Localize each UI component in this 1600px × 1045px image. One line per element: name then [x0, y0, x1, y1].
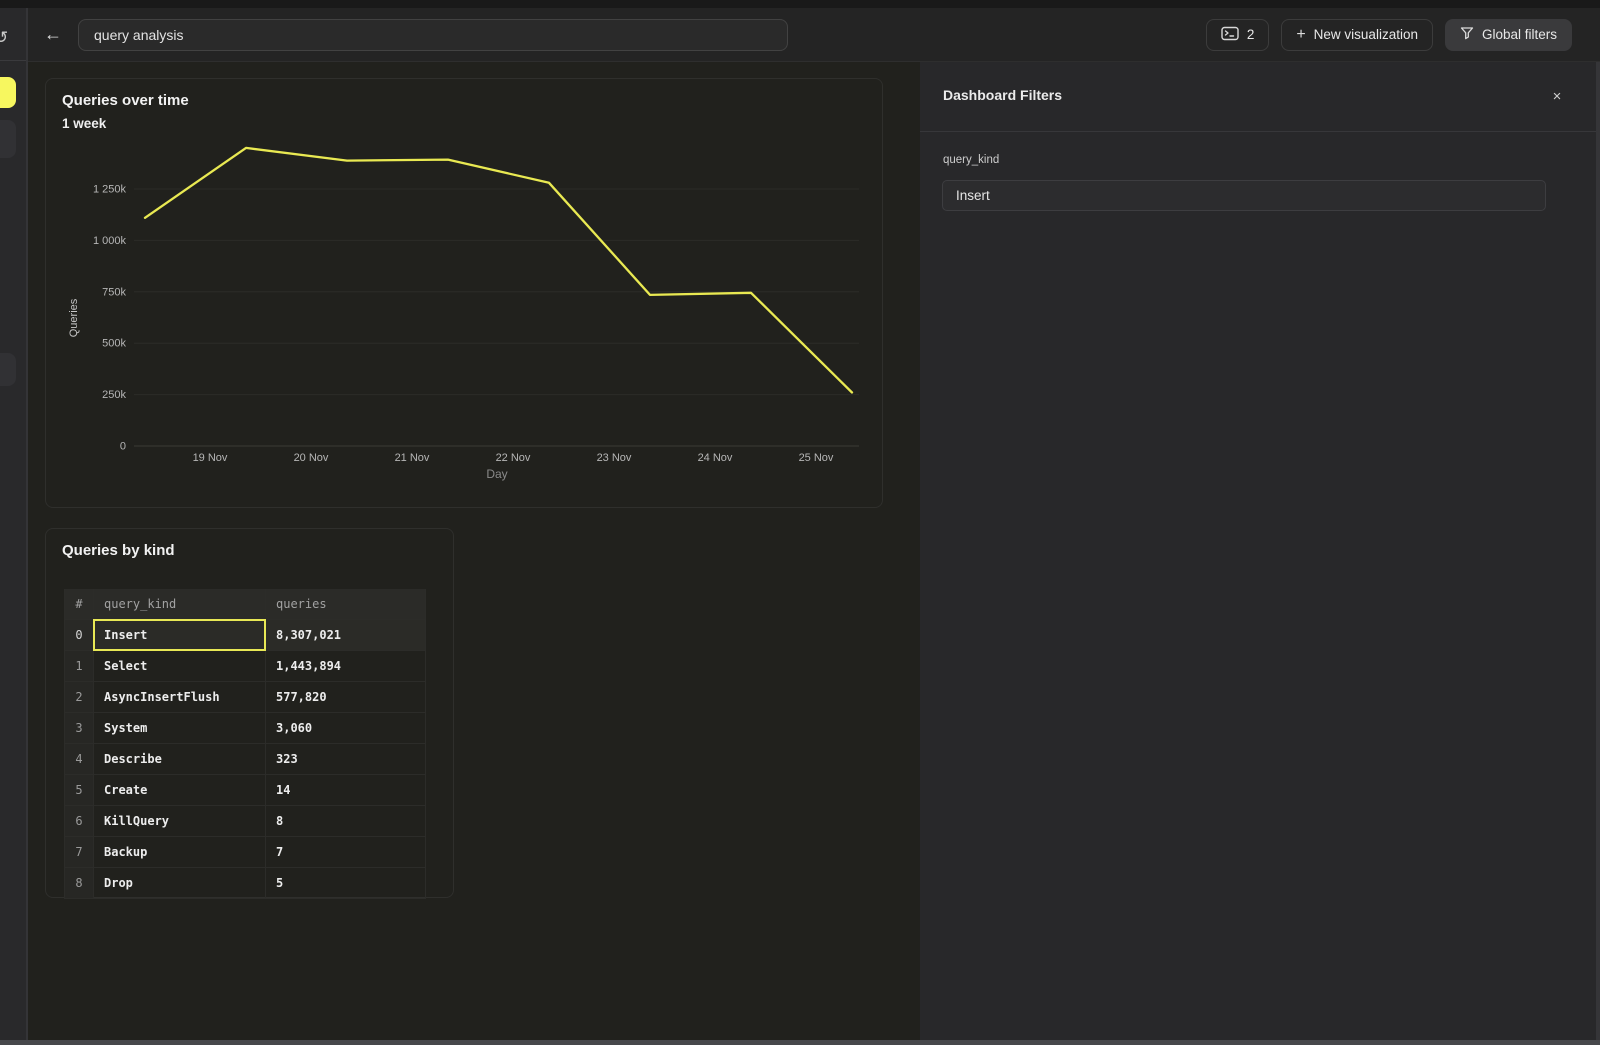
- row-index-cell: 4: [64, 744, 94, 774]
- row-index-cell: 6: [64, 806, 94, 836]
- query-kind-filter-input[interactable]: Insert: [942, 180, 1546, 211]
- sidebar-item-active-dashboard[interactable]: [0, 77, 16, 108]
- x-tick-label: 24 Nov: [698, 452, 733, 464]
- row-index-cell: 7: [64, 837, 94, 867]
- y-axis-title: Queries: [68, 298, 80, 337]
- header-query-kind: query_kind: [94, 589, 266, 619]
- sidebar-item[interactable]: [0, 120, 16, 158]
- table-row: 4Describe323: [64, 744, 426, 775]
- query-kind-cell[interactable]: Insert: [94, 620, 266, 650]
- queries-cell[interactable]: 14: [266, 775, 426, 805]
- plus-icon: +: [1296, 27, 1305, 43]
- queries-cell[interactable]: 8: [266, 806, 426, 836]
- filters-panel-header: Dashboard Filters ×: [920, 62, 1600, 132]
- table-body: 0Insert8,307,0211Select1,443,8942AsyncIn…: [64, 620, 426, 899]
- table-row: 5Create14: [64, 775, 426, 806]
- y-tick-label: 1 250k: [93, 184, 127, 196]
- queries-cell[interactable]: 7: [266, 837, 426, 867]
- queries-cell[interactable]: 8,307,021: [266, 620, 426, 650]
- back-button[interactable]: ←: [40, 22, 66, 48]
- global-filters-label: Global filters: [1482, 27, 1557, 42]
- table-row: 1Select1,443,894: [64, 651, 426, 682]
- table-title: Queries by kind: [62, 542, 175, 559]
- query-kind-cell[interactable]: Select: [94, 651, 266, 681]
- y-tick-label: 250k: [102, 389, 126, 401]
- row-index-cell: 8: [64, 868, 94, 898]
- x-tick-label: 23 Nov: [597, 452, 632, 464]
- mini-sidebar: ↺: [0, 8, 28, 1045]
- y-tick-label: 0: [120, 441, 126, 453]
- dashboard-title-input[interactable]: [78, 19, 788, 51]
- row-index-cell: 1: [64, 651, 94, 681]
- queries-line-chart: 0 250k 500k 750k 1 000k 1 250k 19 Nov 20 Nov 21 …: [46, 79, 882, 507]
- console-count: 2: [1247, 27, 1255, 42]
- query-kind-cell[interactable]: Backup: [94, 837, 266, 867]
- top-bar: ← 2 + New visualization Global: [28, 8, 1600, 62]
- header-queries: queries: [266, 589, 426, 619]
- x-tick-label: 21 Nov: [395, 452, 430, 464]
- query-kind-cell[interactable]: System: [94, 713, 266, 743]
- global-filters-button[interactable]: Global filters: [1445, 19, 1572, 51]
- queries-cell[interactable]: 1,443,894: [266, 651, 426, 681]
- terminal-icon: [1221, 26, 1239, 44]
- query-kind-cell[interactable]: Drop: [94, 868, 266, 898]
- queries-cell[interactable]: 5: [266, 868, 426, 898]
- header-index: #: [64, 589, 94, 619]
- sidebar-item[interactable]: [0, 353, 16, 386]
- row-index-cell: 3: [64, 713, 94, 743]
- window-bottom-edge: [0, 1040, 1600, 1045]
- x-tick-label: 25 Nov: [799, 452, 834, 464]
- funnel-icon: [1460, 26, 1474, 43]
- queries-cell[interactable]: 323: [266, 744, 426, 774]
- x-tick-label: 22 Nov: [496, 452, 531, 464]
- x-axis-title: Day: [486, 467, 507, 481]
- query-kind-cell[interactable]: AsyncInsertFlush: [94, 682, 266, 712]
- new-visualization-label: New visualization: [1314, 27, 1418, 42]
- query-kind-cell[interactable]: KillQuery: [94, 806, 266, 836]
- sidebar-divider: [0, 60, 28, 61]
- queries-cell[interactable]: 3,060: [266, 713, 426, 743]
- queries-by-kind-card: Queries by kind # query_kind queries 0In…: [45, 528, 454, 898]
- table-row: 6KillQuery8: [64, 806, 426, 837]
- history-icon[interactable]: ↺: [0, 28, 8, 48]
- new-visualization-button[interactable]: + New visualization: [1281, 19, 1433, 51]
- filter-field-label: query_kind: [943, 154, 999, 166]
- row-index-cell: 5: [64, 775, 94, 805]
- filters-panel-title: Dashboard Filters: [943, 87, 1062, 103]
- row-index-cell: 2: [64, 682, 94, 712]
- y-tick-label: 750k: [102, 286, 126, 298]
- dashboard-filters-panel: Dashboard Filters × query_kind Insert: [920, 62, 1600, 1040]
- table-row: 2AsyncInsertFlush577,820: [64, 682, 426, 713]
- queries-cell[interactable]: 577,820: [266, 682, 426, 712]
- close-icon[interactable]: ×: [1546, 85, 1568, 107]
- y-tick-label: 500k: [102, 338, 126, 350]
- sql-console-button[interactable]: 2: [1206, 19, 1270, 51]
- query-kind-cell[interactable]: Describe: [94, 744, 266, 774]
- row-index-cell: 0: [64, 620, 94, 650]
- table-row: 3System3,060: [64, 713, 426, 744]
- table-row: 8Drop5: [64, 868, 426, 899]
- x-tick-label: 20 Nov: [294, 452, 329, 464]
- queries-over-time-card: Queries over time 1 week 0250k500k750k1 …: [45, 78, 883, 508]
- table-header-row: # query_kind queries: [64, 589, 426, 620]
- y-tick-label: 1 000k: [93, 235, 127, 247]
- table-row: 0Insert8,307,021: [64, 620, 426, 651]
- scrollbar-track[interactable]: [1596, 62, 1600, 1040]
- x-tick-label: 19 Nov: [193, 452, 228, 464]
- query-kind-cell[interactable]: Create: [94, 775, 266, 805]
- queries-series-line: [145, 148, 852, 393]
- table-row: 7Backup7: [64, 837, 426, 868]
- queries-table: # query_kind queries 0Insert8,307,0211Se…: [64, 589, 426, 899]
- dashboard-page: ↺ ← 2 + New visualization: [0, 0, 1600, 1045]
- window-top-edge: [0, 0, 1600, 8]
